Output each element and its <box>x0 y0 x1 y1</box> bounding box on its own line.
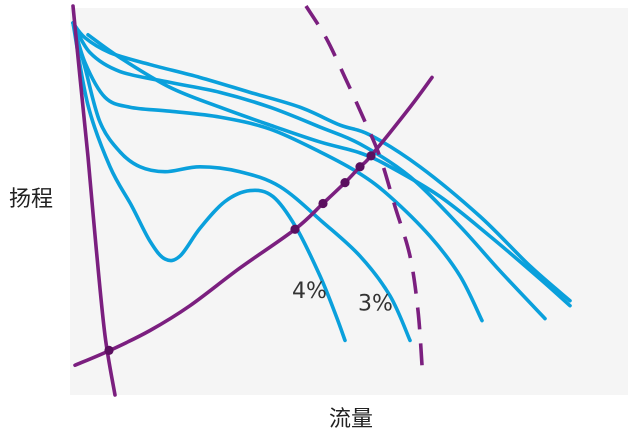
intersection-point-5 <box>355 162 365 172</box>
annotation-layer: 4% 3% <box>292 279 393 317</box>
pump-curve-1 <box>71 21 347 343</box>
intersection-point-3 <box>318 198 328 209</box>
curve-label-2: 3% <box>358 292 393 317</box>
intersection-point-6 <box>366 151 376 161</box>
dashed-limit-curve <box>304 5 424 366</box>
intersection-point-4 <box>340 178 350 188</box>
pump-curve-2 <box>71 21 412 343</box>
left-limit-curve <box>71 4 117 397</box>
pump-curve-6 <box>86 32 572 308</box>
y-axis-title: 扬程 <box>9 187 53 212</box>
x-axis-title: 流量 <box>329 407 373 432</box>
pump-curve-3 <box>71 21 484 323</box>
plot-layer <box>71 4 572 397</box>
pump-curve-4 <box>71 21 547 321</box>
intersection-point-1 <box>104 345 114 355</box>
plot-background <box>70 8 628 395</box>
intersection-point-2 <box>290 224 300 234</box>
curve-label-1: 4% <box>292 279 327 304</box>
